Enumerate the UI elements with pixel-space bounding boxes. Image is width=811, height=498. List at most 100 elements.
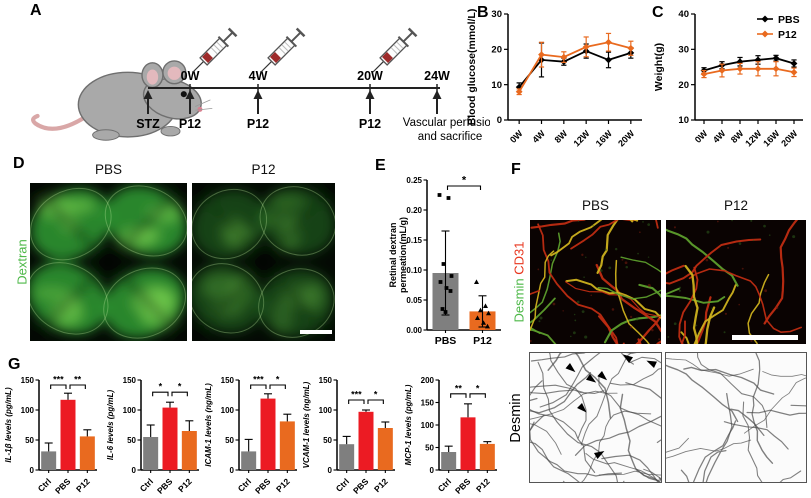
svg-text:PBS: PBS bbox=[435, 335, 457, 347]
svg-text:P12: P12 bbox=[473, 335, 492, 347]
scale-bar bbox=[300, 330, 332, 334]
arrowhead-icon bbox=[597, 371, 608, 381]
svg-text:P12: P12 bbox=[474, 476, 492, 494]
svg-text:0.15: 0.15 bbox=[406, 236, 422, 245]
study-timeline-schematic: 0W 4W 20W 24W STZ P12 P12 P12 Vascular p… bbox=[31, 26, 490, 143]
svg-text:10: 10 bbox=[678, 115, 689, 126]
svg-text:100: 100 bbox=[221, 406, 235, 415]
svg-text:ICAM-1 levels (ng/mL): ICAM-1 levels (ng/mL) bbox=[204, 383, 213, 467]
svg-text:PBS: PBS bbox=[453, 476, 473, 496]
svg-text:Ctrl: Ctrl bbox=[436, 476, 453, 493]
svg-text:*: * bbox=[462, 175, 467, 187]
svg-text:12W: 12W bbox=[743, 128, 764, 148]
timeline-tick-4w: 4W bbox=[249, 69, 268, 83]
svg-text:100: 100 bbox=[123, 406, 137, 415]
timeline-label-p12-2: P12 bbox=[247, 117, 269, 131]
arrowhead-overlay bbox=[565, 354, 657, 460]
cd31-label: CD31 bbox=[511, 241, 527, 275]
arrowhead-icon bbox=[577, 403, 587, 413]
panel-g-label: G bbox=[8, 356, 21, 373]
svg-text:*: * bbox=[374, 390, 378, 400]
svg-text:4W: 4W bbox=[711, 128, 728, 145]
svg-text:***: *** bbox=[253, 375, 264, 385]
svg-text:10: 10 bbox=[491, 80, 502, 91]
svg-text:**: ** bbox=[74, 375, 82, 385]
svg-text:30: 30 bbox=[491, 9, 502, 20]
svg-text:50: 50 bbox=[425, 443, 434, 452]
panel-f-label: F bbox=[511, 161, 521, 178]
svg-text:20: 20 bbox=[678, 80, 689, 91]
svg-text:PBS: PBS bbox=[155, 476, 175, 496]
svg-text:*: * bbox=[476, 383, 480, 393]
timeline-label-stz: STZ bbox=[136, 117, 160, 131]
svg-text:150: 150 bbox=[21, 376, 35, 385]
svg-text:P12: P12 bbox=[74, 476, 92, 494]
svg-text:P12: P12 bbox=[176, 476, 194, 494]
svg-text:0: 0 bbox=[30, 466, 35, 475]
svg-text:16W: 16W bbox=[594, 128, 615, 148]
svg-text:150: 150 bbox=[319, 376, 333, 385]
panel-c-label: C bbox=[652, 4, 664, 21]
vessel-image-pbs bbox=[530, 220, 661, 344]
svg-text:Ctrl: Ctrl bbox=[236, 476, 253, 493]
dextran-side-label: Dextran bbox=[14, 239, 30, 285]
svg-text:*: * bbox=[159, 382, 163, 392]
timeline-tick-20w: 20W bbox=[357, 69, 383, 83]
svg-text:IL-6 levels (pg/mL): IL-6 levels (pg/mL) bbox=[106, 390, 115, 461]
panel-a-label: A bbox=[30, 2, 42, 19]
svg-text:40: 40 bbox=[678, 9, 689, 20]
timeline-tick-0w: 0W bbox=[181, 69, 200, 83]
desmin-image-pbs bbox=[529, 352, 662, 483]
svg-text:0W: 0W bbox=[693, 128, 710, 145]
arrowhead-icon bbox=[565, 363, 576, 373]
svg-text:50: 50 bbox=[323, 436, 332, 445]
svg-text:PBS: PBS bbox=[253, 476, 273, 496]
svg-text:IL-1β levels (pg/mL): IL-1β levels (pg/mL) bbox=[4, 387, 13, 463]
retina-image-p12 bbox=[192, 183, 335, 341]
svg-text:Retinal dextran: Retinal dextran bbox=[389, 222, 398, 287]
timeline-endnote-line1: Vascular perfusion bbox=[403, 117, 490, 129]
svg-text:4W: 4W bbox=[530, 128, 547, 145]
svg-text:0.00: 0.00 bbox=[406, 326, 422, 335]
svg-text:0: 0 bbox=[230, 466, 235, 475]
svg-text:0: 0 bbox=[328, 466, 333, 475]
vessel-image-p12 bbox=[666, 220, 806, 344]
svg-text:Weight(g): Weight(g) bbox=[653, 43, 665, 91]
svg-text:VCAM-1 levels (ng/mL): VCAM-1 levels (ng/mL) bbox=[302, 381, 311, 468]
desmin-cd31-side-label: Desmin CD31 bbox=[512, 242, 527, 323]
panel-f-p12-title: P12 bbox=[723, 198, 749, 213]
svg-text:8W: 8W bbox=[553, 128, 570, 145]
svg-text:**: ** bbox=[455, 383, 463, 393]
svg-text:20W: 20W bbox=[779, 128, 800, 148]
svg-text:20: 20 bbox=[491, 45, 502, 56]
svg-text:P12: P12 bbox=[274, 476, 292, 494]
panel-d-p12-title: P12 bbox=[251, 162, 276, 177]
svg-text:Ctrl: Ctrl bbox=[334, 476, 351, 493]
arrowhead-icon bbox=[646, 360, 657, 368]
svg-text:50: 50 bbox=[25, 436, 34, 445]
svg-text:100: 100 bbox=[421, 421, 435, 430]
svg-text:50: 50 bbox=[225, 436, 234, 445]
svg-text:0: 0 bbox=[132, 466, 137, 475]
svg-text:Ctrl: Ctrl bbox=[36, 476, 53, 493]
retina-image-pbs bbox=[30, 183, 187, 341]
svg-text:*: * bbox=[276, 375, 280, 385]
svg-text:150: 150 bbox=[123, 376, 137, 385]
svg-text:100: 100 bbox=[319, 406, 333, 415]
svg-text:0: 0 bbox=[430, 466, 435, 475]
svg-text:0.20: 0.20 bbox=[406, 206, 422, 215]
svg-text:30: 30 bbox=[678, 45, 689, 56]
panel-d-pbs-title: PBS bbox=[94, 162, 122, 177]
svg-text:0: 0 bbox=[497, 115, 502, 126]
blood-glucose-chart: 0 10 20 30 0W 4W 8W 12W 16W 20W Blood glucose(mmol… bbox=[466, 9, 642, 148]
timeline-label-p12-1: P12 bbox=[179, 117, 201, 131]
svg-text:100: 100 bbox=[21, 406, 35, 415]
panel-d-label: D bbox=[13, 155, 25, 172]
svg-text:Ctrl: Ctrl bbox=[138, 476, 155, 493]
svg-text:Blood glucose(mmol/L): Blood glucose(mmol/L) bbox=[466, 9, 478, 126]
